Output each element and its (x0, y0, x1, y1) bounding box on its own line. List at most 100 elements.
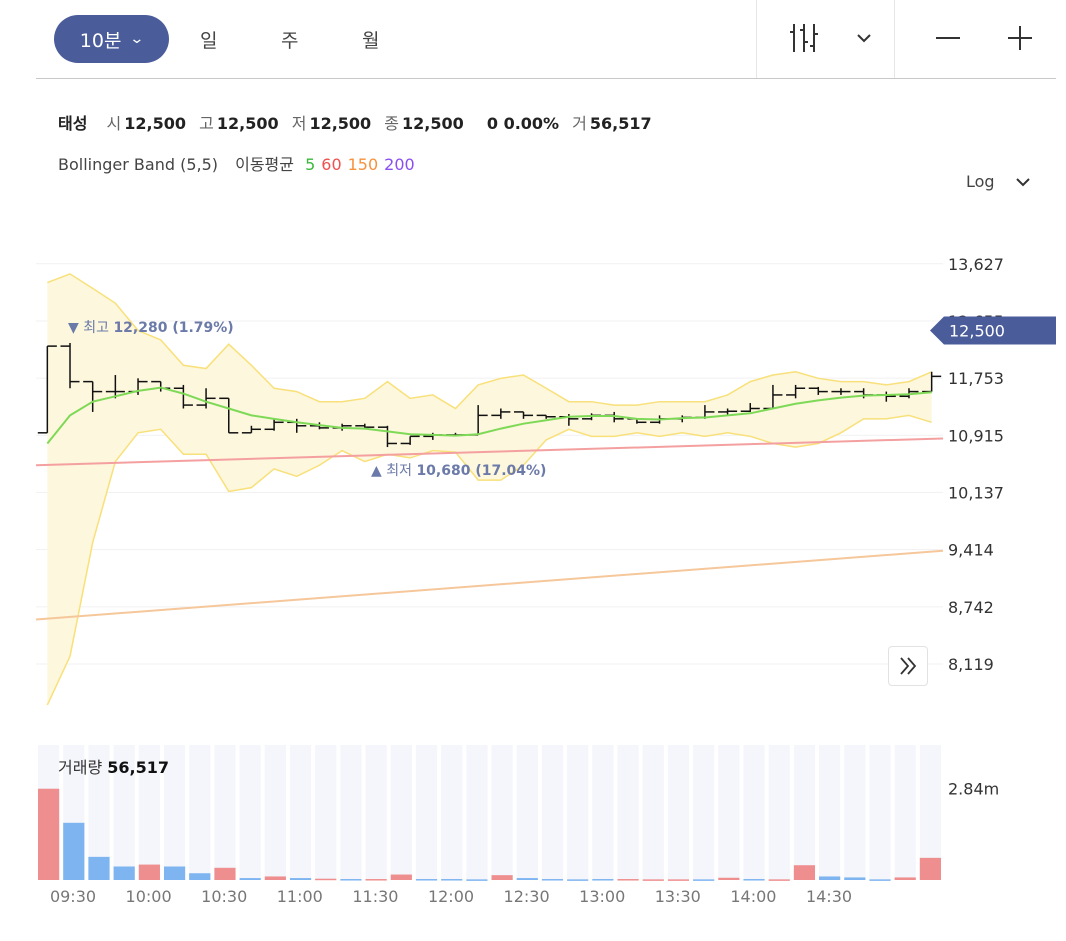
x-tick-label: 09:30 (50, 887, 96, 906)
volume-bar-bg (138, 745, 160, 880)
open-value: 12,500 (124, 114, 187, 133)
close-label: 종 (384, 114, 400, 133)
y-tick-label: 13,627 (948, 255, 1004, 274)
current-price-tag (930, 316, 1056, 345)
scroll-latest-button[interactable] (888, 646, 928, 686)
volume-bar (340, 879, 362, 881)
high-annotation-prefix: ▼ 최고 (68, 320, 113, 336)
y-tick-label: 8,742 (948, 598, 994, 617)
toolbar-divider (756, 0, 757, 78)
volume-bar-bg (743, 745, 765, 880)
chevron-down-icon (857, 34, 871, 43)
volume-bar (819, 876, 841, 880)
high-annotation-value: 12,280 (1.79%) (113, 320, 233, 336)
ma60-line (35, 437, 944, 467)
volume-bar (642, 879, 664, 881)
top-toolbar: 10분 ⌄ 일 주 월 (36, 0, 1056, 79)
low-annotation-value: 10,680 (17.04%) (416, 463, 546, 479)
volume-bar-bg (819, 745, 841, 880)
volume-bar-bg (189, 745, 211, 880)
y-tick-label: 8,119 (948, 655, 994, 674)
minus-icon (936, 37, 960, 39)
ma-period-60: 60 (321, 155, 342, 174)
volume-bar (869, 879, 891, 881)
volume-bar-bg (264, 745, 286, 880)
volume-bar-bg (617, 745, 639, 880)
volume-bar (617, 879, 639, 881)
period-select-10min[interactable]: 10분 ⌄ (54, 15, 169, 63)
bollinger-band-area (47, 273, 932, 705)
x-tick-label: 14:30 (806, 887, 852, 906)
volume-bar (315, 878, 337, 881)
volume-bar-bg (718, 745, 740, 880)
ma-label: 이동평균 (235, 155, 294, 174)
ma150-line (35, 549, 944, 621)
tab-week[interactable]: 주 (281, 30, 299, 52)
volume-bar (844, 877, 866, 880)
chart-type-button[interactable] (782, 18, 826, 58)
volume-y-tick: 2.84m (948, 780, 999, 799)
volume-bar (239, 878, 261, 880)
volume-bar-bg (315, 745, 337, 880)
volume-title: 거래량 56,517 (58, 754, 169, 778)
volume-bar (793, 865, 816, 880)
scale-select[interactable]: Log (966, 172, 1031, 191)
zoom-in-button[interactable] (998, 18, 1042, 58)
volume-bar (264, 876, 286, 880)
tab-day[interactable]: 일 (200, 30, 218, 52)
volume-bar-bg (667, 745, 690, 880)
high-annotation: ▼ 최고 12,280 (1.79%) (68, 320, 234, 336)
volume-bar (466, 879, 488, 881)
volume-chart-label: 거래량 (58, 758, 103, 777)
y-tick-label: 10,137 (948, 483, 1004, 502)
volume-bar (919, 857, 941, 880)
x-tick-label: 11:00 (277, 887, 323, 906)
scale-label: Log (966, 172, 995, 191)
volume-bar-bg (365, 745, 387, 880)
volume-bar-bg (919, 745, 941, 880)
volume-bar (138, 864, 160, 880)
volume-bar (214, 867, 236, 880)
volume-bar (63, 822, 85, 880)
volume-bar (38, 788, 60, 880)
volume-bar (441, 879, 463, 881)
volume-bar (516, 878, 538, 880)
volume-bar-bg (289, 745, 312, 880)
volume-bar-bg (340, 745, 362, 880)
indicator-legend[interactable]: Bollinger Band (5,5) 이동평균 5 60 150 200 (58, 151, 427, 175)
volume-bar (415, 879, 438, 881)
volume-bar-bg (592, 745, 614, 880)
zoom-out-button[interactable] (926, 18, 970, 58)
volume-bar (693, 879, 715, 881)
x-tick-label: 12:30 (504, 887, 550, 906)
volume-bar-bg (491, 745, 513, 880)
chevron-down-icon (1015, 177, 1030, 186)
volume-label: 거 (572, 114, 587, 133)
volume-bar-bg (642, 745, 664, 880)
volume-bar-bg (239, 745, 261, 880)
chart-type-dropdown[interactable] (842, 18, 886, 58)
ma-period-5: 5 (305, 155, 316, 174)
volume-bar-bg (466, 745, 488, 880)
close-value: 12,500 (402, 114, 464, 133)
double-chevron-right-icon (900, 657, 917, 675)
volume-bar (491, 875, 513, 880)
low-annotation: ▲ 최저 10,680 (17.04%) (371, 463, 546, 479)
chevron-down-icon: ⌄ (129, 31, 145, 47)
ma5-line (46, 386, 932, 445)
volume-bar-bg (768, 745, 790, 880)
ma-period-200: 200 (384, 155, 415, 174)
volume-chart-value: 56,517 (107, 758, 170, 777)
price-summary: 태성 시 12,500 고 12,500 저 12,500 종 12,500 0 0.0… (58, 110, 660, 134)
volume-bar-bg (214, 745, 236, 880)
volume-bar (390, 874, 412, 880)
tab-month[interactable]: 월 (362, 30, 380, 52)
bollinger-label: Bollinger Band (5,5) (58, 155, 218, 174)
volume-bar-bg (163, 745, 186, 880)
volume-bar (113, 866, 135, 880)
volume-bar-bg (567, 745, 589, 880)
toolbar-divider (894, 0, 895, 78)
volume-bar (88, 856, 110, 880)
volume-bar (743, 879, 765, 881)
